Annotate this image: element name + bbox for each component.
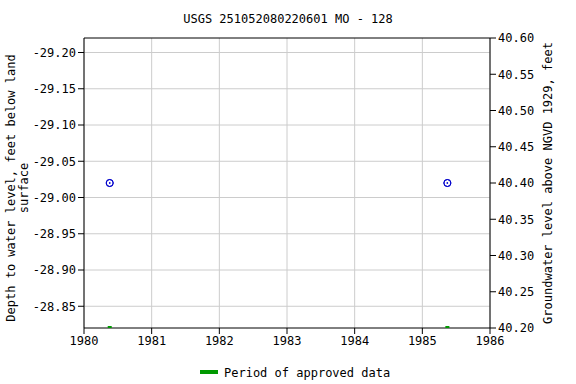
svg-text:1983: 1983 [273,334,302,348]
svg-text:Depth to water level, feet bel: Depth to water level, feet below landsur… [8,54,31,321]
svg-text:-29.20: -29.20 [33,46,76,60]
svg-text:Groundwater level above NGVD 1: Groundwater level above NGVD 1929, feet [541,42,555,324]
svg-text:-29.10: -29.10 [33,118,76,132]
svg-text:1984: 1984 [340,334,369,348]
svg-text:1985: 1985 [408,334,437,348]
svg-text:-28.85: -28.85 [33,300,76,314]
svg-text:40.45: 40.45 [498,140,534,154]
svg-text:-29.15: -29.15 [33,82,76,96]
svg-text:40.35: 40.35 [498,213,534,227]
svg-text:40.50: 40.50 [498,104,534,118]
svg-text:1980: 1980 [70,334,99,348]
svg-text:1981: 1981 [137,334,166,348]
svg-text:40.25: 40.25 [498,285,534,299]
svg-text:40.20: 40.20 [498,321,534,335]
svg-text:40.30: 40.30 [498,249,534,263]
svg-text:40.40: 40.40 [498,176,534,190]
svg-text:USGS 251052080220601 MO - 128: USGS 251052080220601 MO - 128 [183,12,393,26]
svg-text:-29.00: -29.00 [33,191,76,205]
svg-text:-29.05: -29.05 [33,155,76,169]
svg-text:-28.90: -28.90 [33,263,76,277]
svg-text:1986: 1986 [476,334,505,348]
svg-text:-28.95: -28.95 [33,227,76,241]
svg-text:Period of approved data: Period of approved data [224,366,390,380]
svg-text:1982: 1982 [205,334,234,348]
svg-text:40.60: 40.60 [498,31,534,45]
svg-text:40.55: 40.55 [498,68,534,82]
